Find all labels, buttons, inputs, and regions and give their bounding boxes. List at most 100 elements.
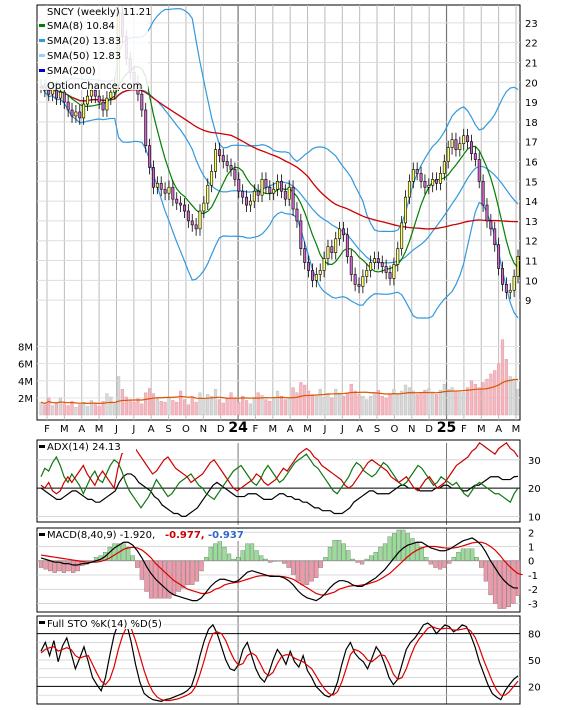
- candle-body: [458, 143, 462, 150]
- x-tick-label: 24: [228, 420, 248, 436]
- volume-bar: [116, 376, 121, 416]
- candle-body: [183, 204, 186, 212]
- candle-body: [469, 141, 473, 154]
- macd-histogram-bar: [447, 560, 452, 564]
- volume-bar: [345, 392, 349, 416]
- candle-body: [497, 244, 501, 269]
- volume-bar: [51, 405, 55, 416]
- candle-body: [481, 181, 485, 206]
- candle-body: [322, 258, 326, 271]
- candle-body: [307, 262, 311, 271]
- macd-histogram-bar: [401, 529, 406, 561]
- candle-body: [186, 210, 190, 222]
- candle-body: [202, 202, 206, 212]
- volume-bar: [113, 403, 117, 416]
- candle-body: [438, 173, 442, 184]
- x-tick-label: S: [165, 424, 171, 435]
- candle-body: [206, 184, 210, 204]
- volume-bar: [341, 395, 346, 416]
- volume-bar: [167, 397, 171, 416]
- volume-bar: [70, 401, 74, 416]
- candle-body: [70, 109, 74, 117]
- macd-histogram-bar: [497, 560, 502, 609]
- macd-histogram-bar: [460, 548, 466, 561]
- candle-body: [411, 169, 415, 182]
- volume-bar: [361, 395, 365, 416]
- candle-body: [148, 145, 152, 168]
- volume-bar: [473, 383, 477, 416]
- price-tick-label: 9: [525, 296, 531, 307]
- candle-body: [373, 258, 376, 263]
- macd-signal-label: -0.937: [208, 530, 244, 541]
- volume-bar: [369, 395, 373, 416]
- candle-body: [446, 147, 450, 162]
- candle-body: [462, 135, 466, 144]
- x-tick-label: J: [131, 424, 135, 435]
- candle-body: [330, 246, 334, 253]
- macd-histogram-bar: [130, 555, 135, 561]
- legend-label: SMA(20) 13.83: [47, 36, 121, 47]
- candle-body: [229, 165, 233, 170]
- candle-body: [427, 184, 431, 188]
- adx-tick-label: 30: [528, 456, 541, 467]
- adx-series-line: [40, 473, 519, 517]
- x-tick-label: M: [303, 424, 312, 435]
- volume-bar: [62, 403, 66, 416]
- volume-bar: [43, 404, 47, 416]
- candle-body: [62, 91, 66, 103]
- volume-bar: [54, 403, 59, 416]
- macd-histogram-bar: [451, 557, 456, 561]
- volume-bar: [500, 339, 505, 416]
- candle-body: [283, 190, 287, 200]
- macd-histogram-bar: [483, 560, 488, 582]
- macd-histogram-bar: [254, 550, 259, 561]
- volume-bar: [252, 398, 256, 416]
- x-tick-label: D: [217, 424, 225, 435]
- price-tick-label: 19: [525, 98, 538, 109]
- candle-body: [167, 186, 171, 194]
- candle-body: [404, 196, 407, 224]
- volume-bar: [489, 373, 493, 416]
- volume-bar: [151, 393, 156, 416]
- volume-bar: [198, 392, 202, 416]
- volume-bar: [241, 395, 245, 416]
- volume-bar: [411, 390, 415, 416]
- volume-bar: [434, 394, 439, 416]
- macd-histogram-bar: [222, 546, 227, 561]
- volume-bar: [47, 397, 51, 416]
- macd-tick-label: -3: [528, 599, 538, 610]
- volume-bar: [400, 390, 404, 416]
- candle-body: [97, 95, 101, 103]
- macd-histogram-bar: [139, 560, 145, 580]
- macd-histogram-bar: [378, 546, 383, 561]
- price-tick-label: 17: [525, 138, 538, 149]
- volume-bar: [349, 383, 353, 416]
- macd-tick-label: 1: [528, 543, 534, 554]
- candle-body: [248, 200, 252, 206]
- candle-body: [175, 198, 179, 204]
- x-tick-label: A: [148, 424, 155, 435]
- macd-histogram-bar: [323, 557, 328, 561]
- volume-bar: [248, 403, 253, 416]
- candle-body: [450, 139, 454, 148]
- adx-title: ADX(14) 24.13: [47, 442, 121, 453]
- candle-body: [473, 153, 477, 160]
- candle-body: [47, 89, 51, 95]
- macd-panel: -3 -2 -1 0 1 2 MACD(8,40,9) -1.920, -0.977, -0.9…: [36, 527, 538, 613]
- candle-body: [295, 208, 299, 222]
- x-tick-label: M: [95, 424, 104, 435]
- candle-body: [93, 89, 97, 97]
- candle-body: [326, 246, 330, 259]
- price-tick-label: 11: [525, 257, 538, 268]
- volume-tick-label: 4M: [18, 377, 33, 388]
- price-tick-label: 22: [525, 39, 538, 50]
- price-tick-label: 14: [525, 197, 538, 208]
- macd-histogram-bar: [217, 540, 222, 561]
- candle-body: [407, 181, 411, 198]
- macd-histogram-bar: [194, 560, 200, 582]
- price-tick-label: 20: [525, 78, 538, 89]
- candle-body: [260, 179, 264, 196]
- macd-histogram-bar: [291, 560, 296, 575]
- candle-body: [357, 284, 361, 287]
- volume-tick-label: 6M: [18, 360, 33, 371]
